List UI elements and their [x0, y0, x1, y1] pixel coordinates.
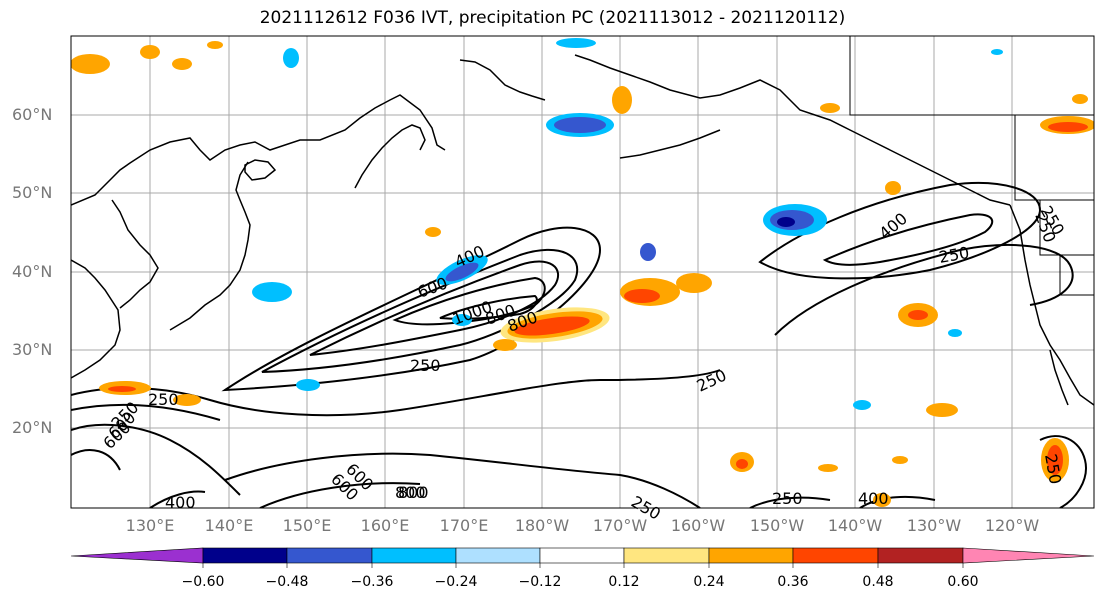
pos-blob	[926, 403, 958, 417]
pos-blob	[1047, 445, 1063, 475]
map-frame	[70, 35, 1095, 509]
neg-blob	[640, 243, 656, 261]
pos-blob	[624, 289, 660, 303]
latitude-label: 20°N	[12, 418, 53, 437]
contour-label: 250	[772, 489, 803, 508]
japan-north	[244, 159, 277, 181]
pos-blob	[172, 58, 192, 70]
pos-blob	[612, 86, 632, 114]
korea-coast	[111, 199, 159, 309]
pos-blob	[425, 227, 441, 237]
pos-blob	[1048, 122, 1088, 132]
colorbar-segment	[623, 547, 710, 564]
colorbar-tick-label: −0.36	[350, 574, 394, 590]
colorbar-tick-label: 0.24	[693, 574, 725, 590]
longitude-label: 140°W	[827, 516, 883, 535]
colorbar-segment	[202, 547, 288, 564]
colorbar-segment	[962, 547, 1095, 564]
precip-positive	[71, 41, 1094, 507]
neg-blob	[554, 117, 606, 133]
colorbar-tick-label: −0.24	[434, 574, 478, 590]
na-west-coast	[1009, 204, 1094, 406]
neg-blob	[252, 282, 292, 302]
neg-blob	[991, 49, 1003, 55]
colorbar-tick-label: −0.12	[518, 574, 562, 590]
contour-label: 800	[398, 483, 429, 502]
alaska-coast	[574, 54, 1011, 206]
pos-blob	[736, 459, 748, 469]
pos-blob	[676, 273, 712, 293]
longitude-label: 130°W	[906, 516, 962, 535]
pos-blob	[493, 339, 517, 351]
neg-blob	[283, 48, 299, 68]
kamchatka	[354, 124, 426, 189]
pos-blob	[885, 181, 901, 195]
pos-blob	[514, 316, 590, 336]
colorbar-segment	[539, 547, 625, 564]
pos-blob	[71, 54, 110, 74]
contour-label: 400	[165, 493, 196, 512]
coastlines	[71, 54, 1094, 406]
pos-blob	[818, 464, 838, 472]
colorbar-segment	[877, 547, 964, 564]
longitude-label: 170°E	[439, 516, 489, 535]
colorbar-segment	[708, 547, 794, 564]
contour-label: 800	[395, 483, 426, 502]
colorbar	[70, 547, 1095, 568]
colorbar-segment	[286, 547, 373, 564]
pos-blob	[892, 456, 908, 464]
contour-label: 400	[858, 489, 889, 508]
longitude-label: 170°W	[592, 516, 648, 535]
china-coast	[71, 259, 121, 379]
longitude-label: 130°E	[125, 516, 175, 535]
pos-blob	[1072, 94, 1088, 104]
longitude-label: 160°W	[670, 516, 726, 535]
latitude-label: 50°N	[12, 183, 53, 202]
colorbar-tick-label: 0.48	[862, 574, 894, 590]
colorbar-tick-label: 0.36	[777, 574, 809, 590]
longitude-label: 150°E	[282, 516, 332, 535]
neg-blob	[296, 379, 320, 391]
longitude-label: 120°W	[984, 516, 1040, 535]
contour-label: 250	[410, 356, 441, 375]
colorbar-segment	[792, 547, 879, 564]
map-title: 2021112612 F036 IVT, precipitation PC (2…	[259, 8, 846, 28]
colorbar-segment	[371, 547, 457, 564]
colorbar-tick-label: −0.48	[265, 574, 309, 590]
latitude-label: 60°N	[12, 105, 53, 124]
pos-blob	[108, 386, 136, 392]
precip-negative	[252, 38, 1003, 410]
neg-blob	[948, 329, 962, 337]
pos-blob	[173, 394, 201, 406]
ivt-contours	[71, 182, 1087, 508]
pos-blob	[207, 41, 223, 49]
colorbar-tick-label: 0.12	[608, 574, 640, 590]
chukotka	[459, 59, 546, 101]
neg-blob	[777, 217, 795, 227]
longitude-label: 140°E	[204, 516, 254, 535]
colorbar-tick-label: −0.60	[181, 574, 225, 590]
alaska-peninsula	[619, 129, 721, 159]
neg-blob	[452, 314, 472, 326]
pos-blob	[873, 493, 891, 507]
colorbar-segment	[455, 547, 541, 564]
latitude-label: 30°N	[12, 340, 53, 359]
neg-blob	[853, 400, 871, 410]
japan-main	[169, 161, 251, 331]
contour-label: 250	[148, 390, 179, 409]
longitude-label: 180°W	[514, 516, 570, 535]
colorbar-segment	[70, 547, 204, 564]
neg-blob	[445, 262, 479, 282]
longitude-label: 160°E	[360, 516, 410, 535]
neg-blob	[556, 38, 596, 48]
longitude-label: 150°W	[749, 516, 805, 535]
pos-blob	[820, 103, 840, 113]
colorbar-tick-label: 0.60	[947, 574, 979, 590]
pos-blob	[140, 45, 160, 59]
east-asia-coast	[71, 94, 446, 206]
latitude-label: 40°N	[12, 262, 53, 281]
pos-blob	[908, 310, 928, 320]
baja-coast	[1049, 349, 1069, 406]
